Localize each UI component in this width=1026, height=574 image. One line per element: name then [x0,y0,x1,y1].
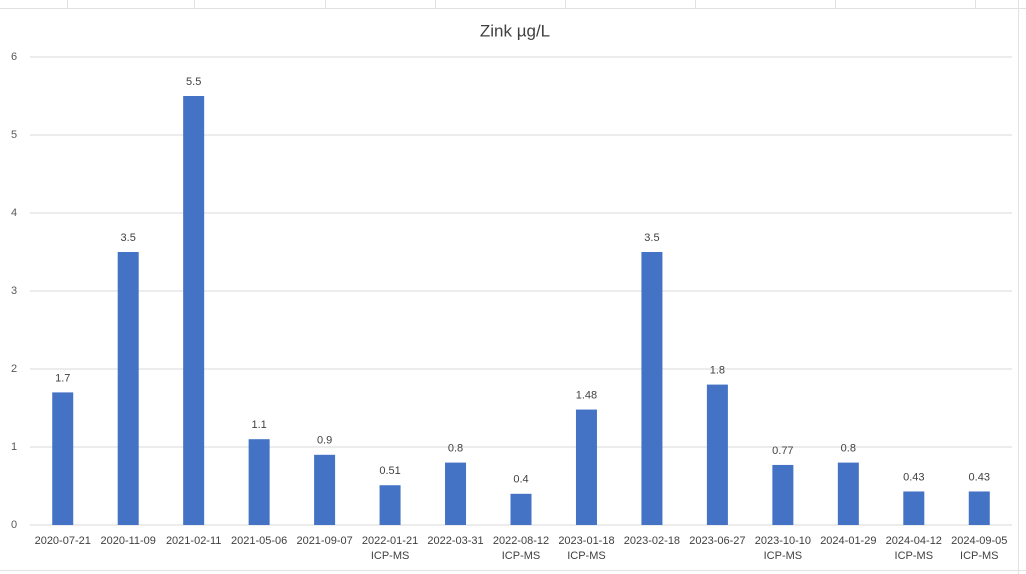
x-tick-label: 2023-10-10 [755,535,811,547]
x-tick-label: 2020-07-21 [35,535,91,547]
bar [706,384,728,525]
x-tick-label: 2022-01-21 [362,535,418,547]
data-label: 0.77 [772,445,793,457]
x-tick-label: 2021-09-07 [296,535,352,547]
x-tick-label: ICP-MS [502,550,541,562]
x-tick-label: 2022-03-31 [427,535,483,547]
chart-title: Zink µg/L [480,21,550,40]
x-tick-label: 2021-02-11 [166,535,221,547]
bar [183,96,205,525]
x-tick-label: 2023-06-27 [689,535,745,547]
x-tick-label: ICP-MS [895,550,934,562]
data-label: 3.5 [644,232,659,244]
x-tick-label: 2024-09-05 [951,535,1007,547]
bar [837,462,859,525]
bar [248,439,270,525]
bar [575,409,597,525]
y-tick-label: 2 [11,363,17,375]
data-label: 0.43 [969,471,990,483]
x-tick-label: ICP-MS [764,550,803,562]
y-tick-label: 6 [11,51,17,63]
data-label: 3.5 [121,232,136,244]
x-tick-label: ICP-MS [567,550,606,562]
bar [379,485,401,525]
data-label: 0.43 [903,471,924,483]
y-tick-label: 3 [11,285,17,297]
x-tick-label: 2024-04-12 [886,535,942,547]
x-tick-label: 2021-05-06 [231,535,287,547]
bar [314,454,336,525]
x-tick-label: 2023-02-18 [624,535,680,547]
data-label: 1.7 [55,372,70,384]
x-tick-label: 2020-11-09 [100,535,155,547]
bar [52,392,74,525]
x-tick-label: 2023-01-18 [558,535,614,547]
data-label: 0.51 [379,465,400,477]
bar [510,493,532,525]
data-label: 0.9 [317,435,332,447]
bar [772,464,794,525]
bar [903,491,925,525]
bar [117,252,139,525]
bar [445,462,467,525]
x-tick-label: 2022-08-12 [493,535,549,547]
bar [968,491,990,525]
y-tick-label: 4 [11,207,17,219]
data-label: 5.5 [186,76,201,88]
data-label: 0.8 [841,443,856,455]
y-tick-label: 5 [11,129,17,141]
data-label: 0.4 [513,474,528,486]
y-tick-label: 1 [11,441,17,453]
x-tick-label: ICP-MS [960,550,999,562]
bar [641,252,663,525]
data-label: 0.8 [448,443,463,455]
data-label: 1.1 [251,419,266,431]
y-tick-label: 0 [11,519,17,531]
data-label: 1.48 [576,389,597,401]
data-label: 1.8 [710,365,725,377]
x-tick-label: 2024-01-29 [820,535,876,547]
x-tick-label: ICP-MS [371,550,410,562]
